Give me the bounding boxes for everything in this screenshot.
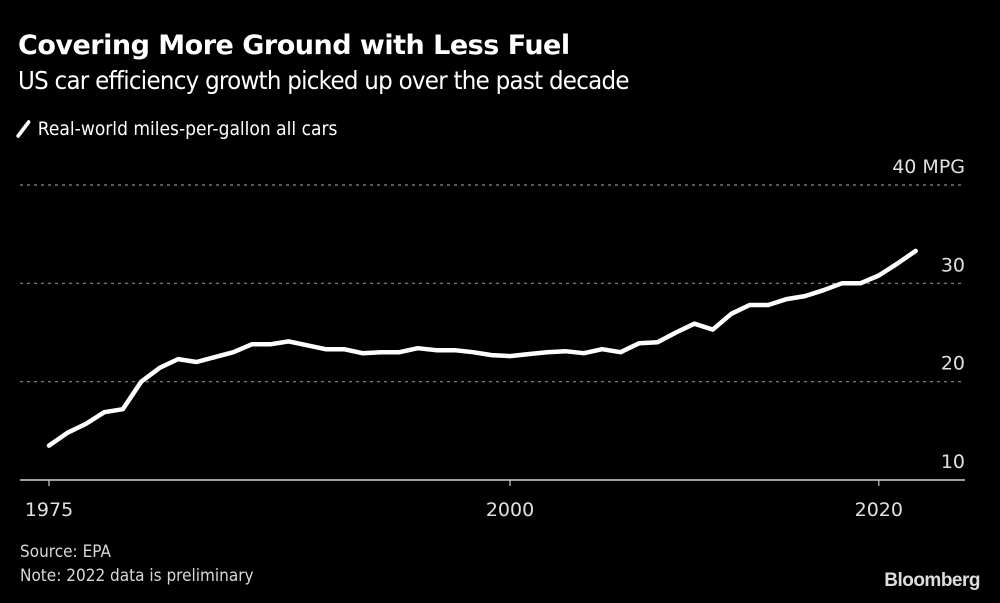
bloomberg-logo: Bloomberg — [884, 570, 980, 591]
x-tick-label: 2020 — [855, 499, 903, 521]
x-tick-label: 2000 — [486, 499, 534, 521]
y-tick-label: 20 — [941, 353, 965, 375]
y-tick-label: 30 — [941, 254, 965, 276]
source-note: Source: EPA — [20, 542, 111, 562]
y-tick-label: 40 MPG — [892, 156, 965, 178]
chart-title: Covering More Ground with Less Fuel — [18, 30, 570, 61]
chart-subtitle: US car efficiency growth picked up over … — [18, 66, 630, 95]
series-line — [46, 248, 918, 448]
footnote: Note: 2022 data is preliminary — [20, 566, 254, 586]
legend: Real-world miles-per-gallon all cars — [15, 118, 338, 140]
y-tick-label: 10 — [941, 451, 965, 473]
legend-label: Real-world miles-per-gallon all cars — [37, 118, 338, 140]
x-tick-label: 1975 — [25, 499, 73, 521]
